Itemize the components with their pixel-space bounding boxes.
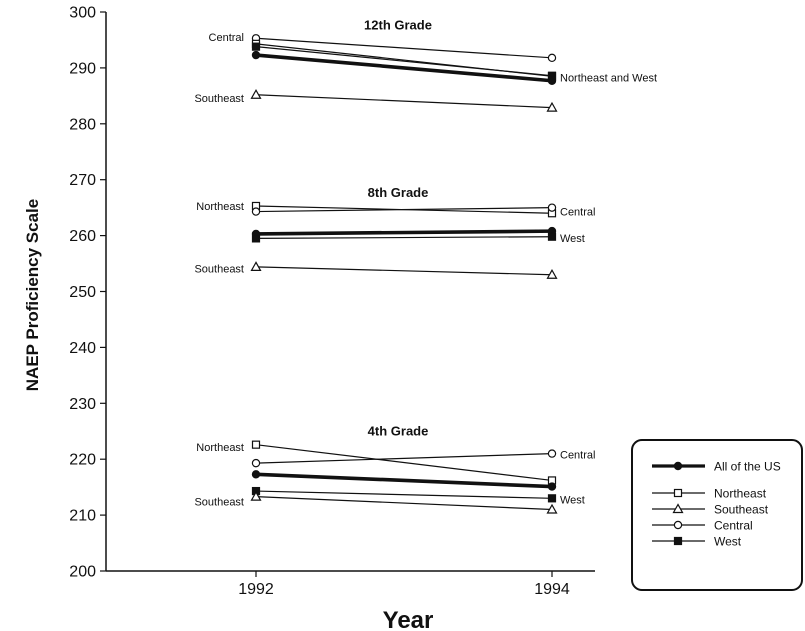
legend-label: All of the US xyxy=(714,460,781,474)
data-point xyxy=(547,232,557,241)
y-tick-label: 240 xyxy=(69,340,96,357)
x-axis-title: Year xyxy=(383,607,434,631)
annotation-label: Southeast xyxy=(194,497,244,509)
data-point xyxy=(547,482,557,491)
data-point xyxy=(546,269,558,279)
series-line xyxy=(255,472,553,489)
legend-marker xyxy=(673,536,683,546)
legend-label: West xyxy=(714,535,742,549)
annotation-label: Southeast xyxy=(194,264,244,276)
series-line xyxy=(255,53,553,83)
series-line xyxy=(255,490,553,499)
annotation-label: Northeast xyxy=(196,201,244,213)
annotation-label: Northeast xyxy=(196,442,244,454)
group-0: 12th Grade xyxy=(250,17,558,112)
data-point xyxy=(250,89,262,99)
legend-label: Central xyxy=(714,519,753,533)
annotation-layer: Central Southeast Northeast and West Northe… xyxy=(194,32,657,509)
series-line xyxy=(255,444,553,482)
data-point xyxy=(546,503,558,514)
data-point xyxy=(251,50,261,60)
y-tick-label: 250 xyxy=(69,284,96,301)
y-tick-label: 300 xyxy=(69,5,96,22)
legend: All of the US Northeast Southeast Central We… xyxy=(631,439,803,591)
y-tick-label: 280 xyxy=(69,116,96,133)
y-tick-label: 260 xyxy=(69,228,96,245)
annotation-label: West xyxy=(560,494,585,506)
annotation-label: Southeast xyxy=(194,93,244,105)
y-tick-label: 270 xyxy=(69,172,96,189)
group-title: 8th Grade xyxy=(368,185,429,200)
y-tick-label: 230 xyxy=(69,396,96,413)
data-point xyxy=(250,261,262,272)
series-line xyxy=(255,46,553,77)
x-tick-label: 1992 xyxy=(238,581,274,598)
annotation-label: Northeast and West xyxy=(560,72,657,84)
series-line xyxy=(255,94,553,109)
data-point xyxy=(251,470,261,479)
legend-marker xyxy=(673,488,683,498)
x-axis: 1992 1994 xyxy=(106,570,595,598)
y-tick-label: 290 xyxy=(69,60,96,77)
data-point xyxy=(547,203,557,212)
y-tick-label: 200 xyxy=(69,564,96,581)
data-point xyxy=(250,490,262,501)
data-point xyxy=(251,234,261,243)
data-point xyxy=(547,449,557,458)
y-axis-title: NAEP Proficiency Scale xyxy=(23,199,42,391)
annotation-label: Central xyxy=(560,207,595,219)
annotation-label: Central xyxy=(209,32,244,44)
y-tick-label: 220 xyxy=(69,452,96,469)
series-line xyxy=(255,496,553,511)
data-point xyxy=(547,76,557,85)
legend-marker xyxy=(673,520,683,530)
group-1: 8th Grade xyxy=(250,185,558,279)
annotation-label: Central xyxy=(560,450,595,462)
series-layer: 12th Grade 8th Grade 4th Grade xyxy=(250,17,558,514)
data-point xyxy=(251,207,261,216)
legend-marker xyxy=(673,461,683,471)
legend-label: Southeast xyxy=(714,503,769,517)
legend-label: Northeast xyxy=(714,487,767,501)
data-point xyxy=(251,458,261,468)
series-line xyxy=(255,453,553,464)
series-line xyxy=(255,207,553,213)
y-axis: 200 210 220 230 240 250 260 270 280 290 300 xyxy=(69,5,107,581)
y-tick-label: 210 xyxy=(69,508,96,525)
x-tick-label: 1994 xyxy=(534,581,570,598)
data-point xyxy=(546,101,558,112)
legend-box xyxy=(631,439,803,591)
data-point xyxy=(251,42,261,51)
data-point xyxy=(251,440,261,449)
group-title: 4th Grade xyxy=(368,424,429,439)
series-line xyxy=(255,37,553,59)
series-line xyxy=(255,266,553,276)
series-line xyxy=(255,229,553,236)
annotation-label: West xyxy=(560,233,585,245)
legend-marker xyxy=(672,503,684,514)
data-point xyxy=(547,494,557,503)
series-line xyxy=(255,236,553,239)
group-2: 4th Grade xyxy=(250,424,558,514)
data-point xyxy=(547,53,557,63)
group-title: 12th Grade xyxy=(364,17,432,32)
